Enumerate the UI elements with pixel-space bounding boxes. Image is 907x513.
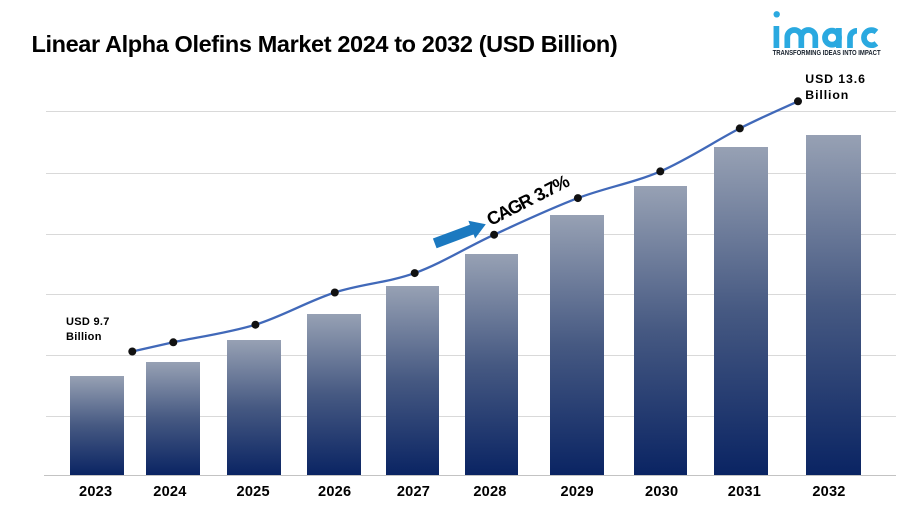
- svg-text:TRANSFORMING IDEAS INTO IMPACT: TRANSFORMING IDEAS INTO IMPACT: [773, 48, 881, 57]
- svg-text:CAGR 3.7%: CAGR 3.7%: [484, 171, 573, 230]
